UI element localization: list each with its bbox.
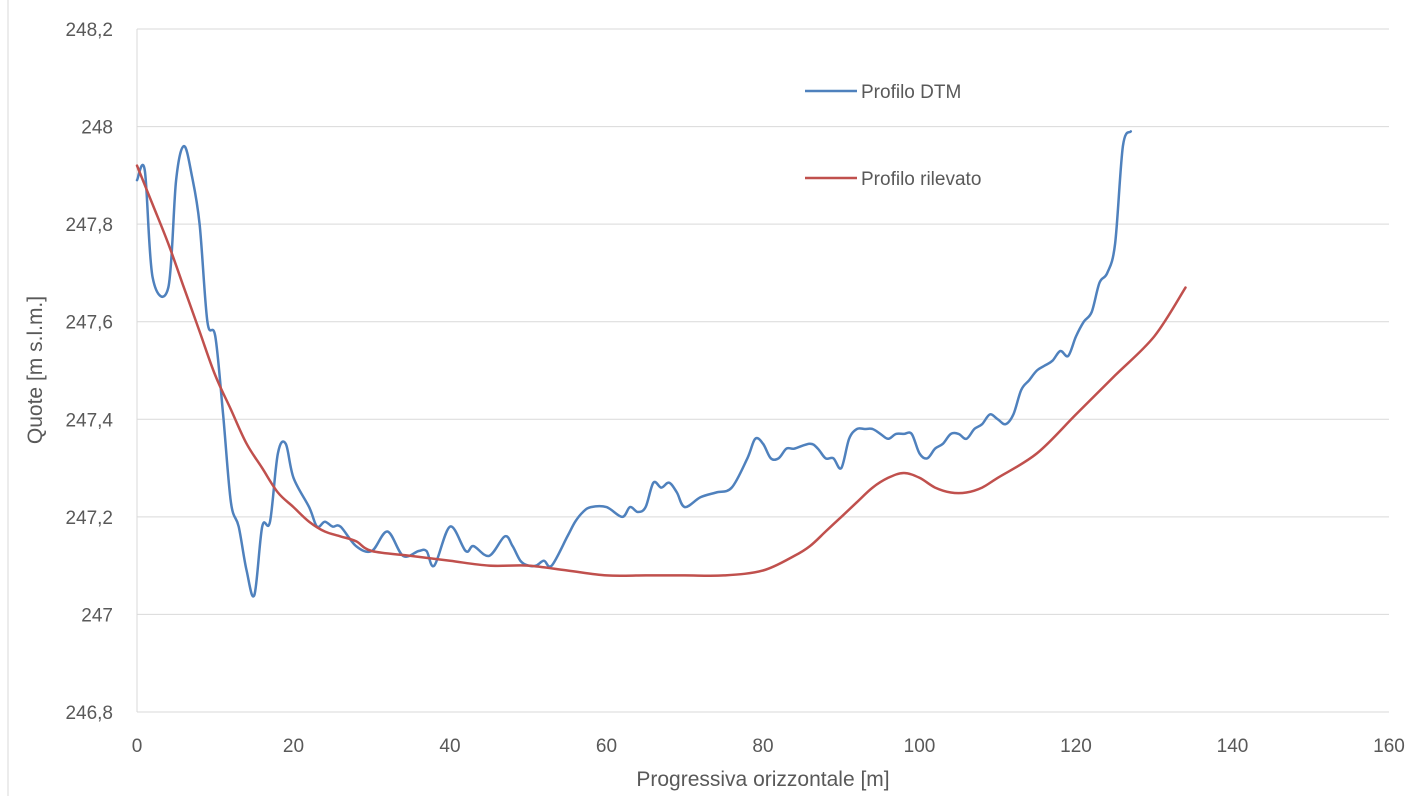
x-tick-label: 160 — [1373, 736, 1405, 757]
x-tick-label: 140 — [1217, 736, 1249, 757]
x-tick-label: 80 — [752, 736, 773, 757]
legend-label-rilevato: Profilo rilevato — [861, 169, 981, 190]
y-tick-label: 248,2 — [65, 20, 113, 41]
y-axis-label: Quote [m s.l.m.] — [24, 296, 47, 444]
x-tick-label: 100 — [904, 736, 936, 757]
series-line-profilo-dtm — [135, 130, 1133, 598]
x-axis-tick-labels: 0 20 40 60 80 100 120 140 160 — [132, 736, 1405, 757]
series-layer — [135, 130, 1187, 598]
y-tick-label: 247 — [81, 605, 113, 626]
y-tick-label: 247,2 — [65, 508, 113, 529]
legend: Profilo DTM Profilo rilevato — [805, 82, 981, 190]
gridlines — [136, 28, 1389, 713]
x-tick-label: 0 — [132, 736, 143, 757]
y-tick-label: 246,8 — [65, 703, 113, 724]
y-tick-label: 247,4 — [65, 410, 113, 431]
y-tick-label: 248 — [81, 118, 113, 139]
series-line-profilo-rilevato — [135, 164, 1187, 578]
x-axis-label: Progressiva orizzontale [m] — [636, 768, 889, 791]
y-tick-label: 247,8 — [65, 215, 113, 236]
x-tick-label: 20 — [283, 736, 304, 757]
y-axis-tick-labels: 246,8 247 247,2 247,4 247,6 247,8 248 248,2 — [65, 20, 113, 724]
y-tick-label: 247,6 — [65, 313, 113, 334]
legend-label-dtm: Profilo DTM — [861, 82, 961, 103]
x-tick-label: 120 — [1060, 736, 1092, 757]
x-tick-label: 40 — [439, 736, 460, 757]
x-tick-label: 60 — [596, 736, 617, 757]
